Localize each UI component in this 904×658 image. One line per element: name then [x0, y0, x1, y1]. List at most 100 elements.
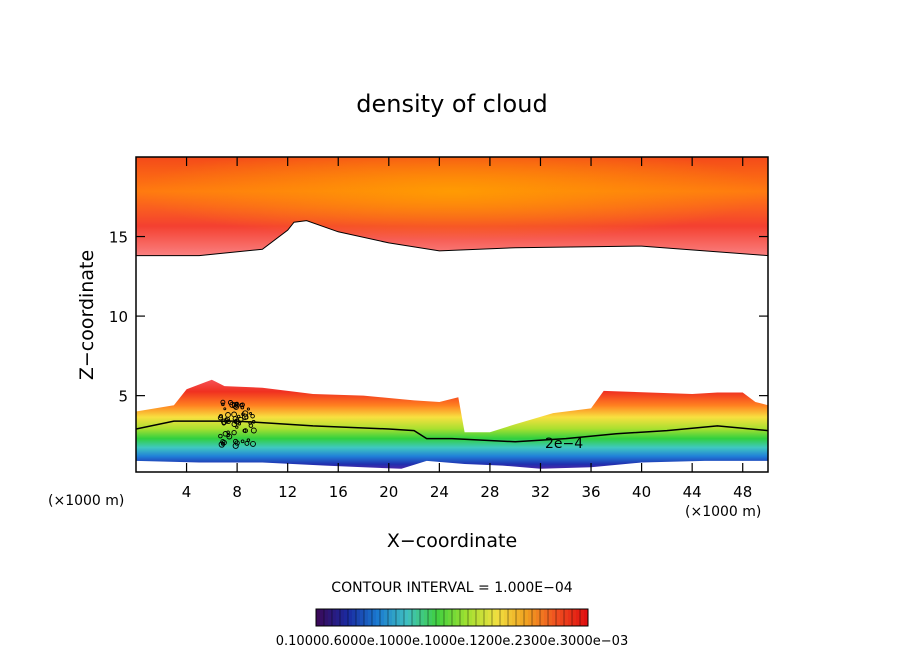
colorbar-swatch: [500, 609, 505, 626]
colorbar-swatch: [324, 609, 329, 626]
colorbar-swatch: [504, 609, 509, 626]
contour-speckle: [242, 410, 249, 417]
contour-speckle: [246, 407, 250, 411]
contour-speckle: [242, 413, 249, 420]
colorbar-swatch: [328, 609, 333, 626]
contour-speckle: [223, 407, 227, 411]
contour-speckle: [231, 429, 237, 436]
colorbar-swatch: [584, 609, 589, 626]
colorbar-swatch: [524, 609, 529, 626]
colorbar-swatch: [444, 609, 449, 626]
colorbar-swatch: [404, 609, 409, 626]
x-tick-label: 16: [329, 483, 348, 501]
contour-speckle: [217, 415, 223, 421]
contour-speckle: [218, 433, 223, 439]
colorbar-swatch: [572, 609, 577, 626]
colorbar-swatch: [332, 609, 337, 626]
x-tick-label: 36: [581, 483, 600, 501]
colorbar-swatch: [440, 609, 445, 626]
colorbar-swatch: [360, 609, 365, 626]
contour-speckle: [224, 418, 230, 424]
colorbar-swatch: [356, 609, 361, 626]
colorbar-swatch: [348, 609, 353, 626]
x-tick-label: 8: [232, 483, 242, 501]
colorbar-swatch: [476, 609, 481, 626]
contour-speckle: [239, 403, 244, 408]
colorbar-swatch: [344, 609, 349, 626]
x-tick-label: 24: [430, 483, 449, 501]
contour-speckle: [250, 440, 256, 447]
colorbar-swatch: [384, 609, 389, 626]
x-tick-label: 28: [480, 483, 499, 501]
colorbar-swatch: [560, 609, 565, 626]
contour-speckle: [221, 439, 227, 446]
contour-speckle: [232, 416, 238, 422]
colorbar-swatch: [488, 609, 493, 626]
colorbar-swatch: [548, 609, 553, 626]
colorbar-swatch: [380, 609, 385, 626]
colorbar: [315, 609, 589, 626]
x-axis-title: X−coordinate: [387, 530, 517, 552]
contour-speckle: [237, 416, 244, 423]
colorbar-frame: [315, 608, 589, 627]
contour-speckle: [242, 428, 247, 433]
contour-speckle: [220, 442, 225, 446]
colorbar-swatch: [508, 609, 513, 626]
y-tick-label: 5: [118, 388, 128, 406]
upper-cloud-core: [136, 157, 768, 256]
contour-speckle: [221, 421, 226, 426]
x-tick-label: 12: [278, 483, 297, 501]
colorbar-swatch: [484, 609, 489, 626]
colorbar-swatch: [564, 609, 569, 626]
colorbar-swatch: [428, 609, 433, 626]
x-tick-label: 48: [733, 483, 752, 501]
colorbar-swatch: [512, 609, 517, 626]
colorbar-swatch: [532, 609, 537, 626]
colorbar-swatch: [392, 609, 397, 626]
colorbar-swatch: [416, 609, 421, 626]
contour-speckle: [244, 440, 250, 446]
plot-frame: [135, 156, 769, 473]
x-axis-ticks: 4 8 12 16 20 24 28 32 36 40 44 48: [182, 157, 752, 501]
colorbar-swatch: [492, 609, 497, 626]
colorbar-swatch: [340, 609, 345, 626]
y-tick-label: 15: [109, 229, 128, 247]
x-unit-left: (×1000 m): [48, 493, 124, 509]
y-tick-label: 10: [109, 308, 128, 326]
colorbar-swatch: [576, 609, 581, 626]
colorbar-swatch: [420, 609, 425, 626]
colorbar-swatch: [552, 609, 557, 626]
upper-cloud-contour: [136, 220, 768, 257]
colorbar-swatch: [448, 609, 453, 626]
x-tick-label: 4: [182, 483, 192, 501]
colorbar-swatch: [424, 609, 429, 626]
x-tick-label: 32: [531, 483, 550, 501]
colorbar-swatch: [436, 609, 441, 626]
colorbar-swatch: [540, 609, 545, 626]
contour-speckle: [221, 402, 225, 407]
contour-speckle: [222, 431, 229, 437]
colorbar-swatch: [472, 609, 477, 626]
contour-speckle: [231, 421, 238, 427]
contour-speckle: [232, 442, 239, 449]
colorbar-swatch: [456, 609, 461, 626]
colorbar-swatch: [316, 609, 321, 626]
colorbar-swatch: [480, 609, 485, 626]
contour-speckle: [225, 412, 231, 418]
contour-speckle: [251, 419, 256, 424]
x-unit-right: (×1000 m): [685, 504, 761, 520]
contour-interval-text: CONTOUR INTERVAL = 1.000E−04: [331, 580, 572, 596]
x-tick-label: 44: [683, 483, 702, 501]
colorbar-swatch: [320, 609, 325, 626]
contour-inline-label: 2e−4: [545, 436, 583, 452]
contour-speckle-cluster: [217, 399, 257, 449]
colorbar-swatch: [388, 609, 393, 626]
colorbar-swatch: [408, 609, 413, 626]
colorbar-swatch: [364, 609, 369, 626]
colorbar-swatch: [352, 609, 357, 626]
colorbar-swatch: [528, 609, 533, 626]
y-axis-title: Z−coordinate: [76, 250, 98, 380]
x-tick-label: 40: [632, 483, 651, 501]
colorbar-swatch: [376, 609, 381, 626]
